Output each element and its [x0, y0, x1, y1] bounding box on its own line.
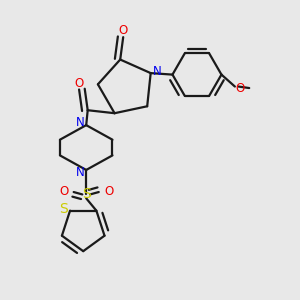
Text: S: S	[59, 202, 68, 216]
Text: O: O	[74, 77, 83, 90]
Text: N: N	[76, 167, 85, 179]
Text: O: O	[59, 184, 68, 198]
Text: N: N	[153, 65, 162, 78]
Text: O: O	[235, 82, 244, 95]
Text: O: O	[118, 24, 128, 37]
Text: O: O	[104, 184, 113, 198]
Text: S: S	[82, 188, 91, 201]
Text: N: N	[76, 116, 85, 129]
